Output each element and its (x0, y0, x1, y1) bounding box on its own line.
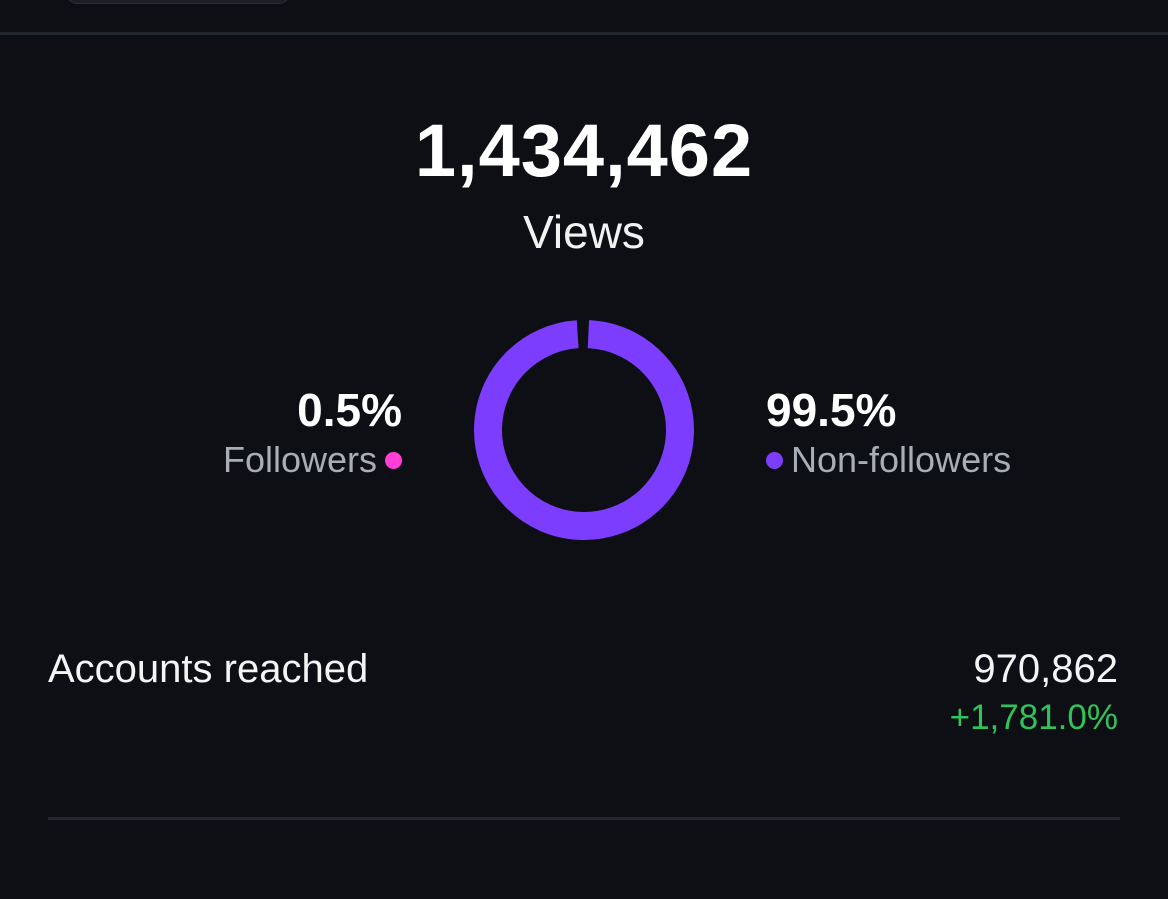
followers-label: Followers (222, 439, 377, 480)
accounts-reached-change: +1,781.0% (949, 698, 1118, 737)
followers-stat: 0.5% Followers (223, 382, 402, 482)
audience-donut-chart (474, 320, 694, 540)
bottom-divider (48, 817, 1120, 820)
followers-legend: Followers (223, 438, 402, 482)
non-followers-stat: 99.5% Non-followers (766, 382, 1011, 482)
top-divider (0, 32, 1168, 35)
accounts-reached-value: 970,862 (973, 647, 1118, 691)
non-followers-label: Non-followers (791, 439, 1012, 480)
donut-segment-non-followers (474, 320, 694, 540)
followers-legend-dot (385, 451, 402, 469)
accounts-reached-label: Accounts reached (48, 647, 369, 691)
non-followers-legend-dot (766, 451, 783, 469)
non-followers-percent: 99.5% (766, 384, 897, 436)
views-count: 1,434,462 (414, 109, 754, 192)
top-pill-button[interactable] (66, 0, 290, 4)
followers-percent: 0.5% (297, 384, 402, 436)
views-label: Views (523, 206, 645, 258)
non-followers-legend: Non-followers (766, 438, 1011, 482)
